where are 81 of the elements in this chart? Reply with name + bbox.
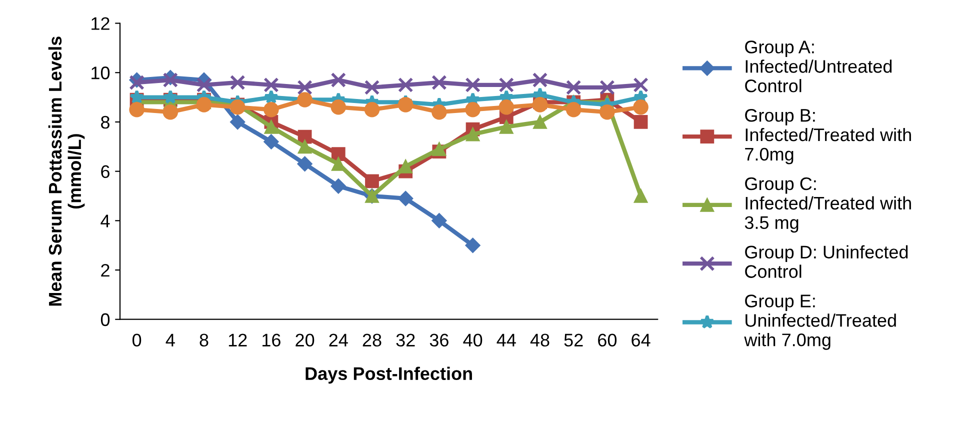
y-tick-label: 6 xyxy=(101,165,110,178)
y-tick-label: 12 xyxy=(92,17,110,30)
point xyxy=(532,97,548,112)
point xyxy=(162,104,178,120)
x-tick-label: 32 xyxy=(396,334,415,347)
point xyxy=(330,100,346,115)
x-tick-label: 48 xyxy=(530,334,550,347)
point xyxy=(533,115,547,129)
point xyxy=(432,142,446,156)
x-axis-title: Days Post-Infection xyxy=(306,366,472,384)
point xyxy=(129,102,144,118)
point xyxy=(465,77,480,93)
point xyxy=(432,104,447,120)
point xyxy=(297,156,312,172)
point xyxy=(465,102,480,118)
point xyxy=(600,80,615,96)
point xyxy=(264,102,279,118)
point xyxy=(264,134,279,150)
x-tick-label: 28 xyxy=(362,334,382,347)
point xyxy=(365,174,379,188)
x-tick-label: 0 xyxy=(132,334,142,347)
point xyxy=(330,72,346,88)
point xyxy=(230,74,246,90)
legend-label: Group A: Infected/Untreated Control xyxy=(745,40,892,92)
point xyxy=(331,156,346,171)
point xyxy=(264,120,278,134)
legend-label: Group B: Infected/Treated with 7.0mg xyxy=(745,108,911,164)
point xyxy=(566,102,582,118)
point xyxy=(398,77,414,93)
point xyxy=(196,97,212,112)
point xyxy=(196,77,212,93)
point xyxy=(163,90,178,104)
point xyxy=(264,90,279,104)
point xyxy=(129,90,144,104)
point xyxy=(465,238,480,253)
point xyxy=(633,77,648,93)
point xyxy=(298,140,312,154)
x-tick-label: 12 xyxy=(228,334,247,346)
point xyxy=(398,190,414,206)
y-axis-title: Mean Serum Pottassium Levels (mmol/L) xyxy=(48,36,85,306)
y-tick-label: 8 xyxy=(101,116,110,129)
point xyxy=(364,102,380,118)
x-tick-label: 44 xyxy=(496,334,516,346)
point xyxy=(398,159,413,174)
point xyxy=(634,189,648,203)
point xyxy=(498,77,514,93)
y-tick-label: 4 xyxy=(100,214,110,228)
x-tick-label: 52 xyxy=(564,334,583,347)
x-tick-label: 8 xyxy=(200,334,208,347)
point xyxy=(600,104,615,120)
legend-label: Group E: Uninfected/Treated with 7.0mg xyxy=(744,294,896,350)
point xyxy=(634,115,648,129)
point xyxy=(566,80,582,96)
point xyxy=(330,178,346,194)
x-tick-label: 4 xyxy=(166,334,175,346)
point xyxy=(432,213,447,228)
point xyxy=(264,77,279,93)
x-tick-label: 64 xyxy=(632,334,650,347)
point xyxy=(364,80,380,96)
point xyxy=(230,100,246,115)
x-tick-label: 16 xyxy=(262,334,280,347)
y-tick-label: 2 xyxy=(101,264,110,277)
point xyxy=(532,72,548,88)
point xyxy=(432,74,447,90)
x-tick-label: 60 xyxy=(598,334,617,347)
x-tick-label: 20 xyxy=(296,334,314,347)
point xyxy=(297,80,312,96)
legend-label: Group D: Uninfected Control xyxy=(745,245,908,278)
point xyxy=(398,97,414,112)
point xyxy=(498,100,514,115)
x-tick-label: 24 xyxy=(329,334,348,346)
legend-label: Group C: Infected/Treated with 3.5 mg xyxy=(744,177,911,233)
y-tick-label: 0 xyxy=(100,313,110,326)
point xyxy=(331,147,346,161)
point xyxy=(230,114,246,130)
y-tick-label: 10 xyxy=(92,66,110,80)
x-tick-label: 40 xyxy=(463,334,482,347)
x-tick-label: 36 xyxy=(430,334,448,347)
point xyxy=(466,127,480,142)
point xyxy=(499,120,514,134)
point xyxy=(633,100,648,115)
